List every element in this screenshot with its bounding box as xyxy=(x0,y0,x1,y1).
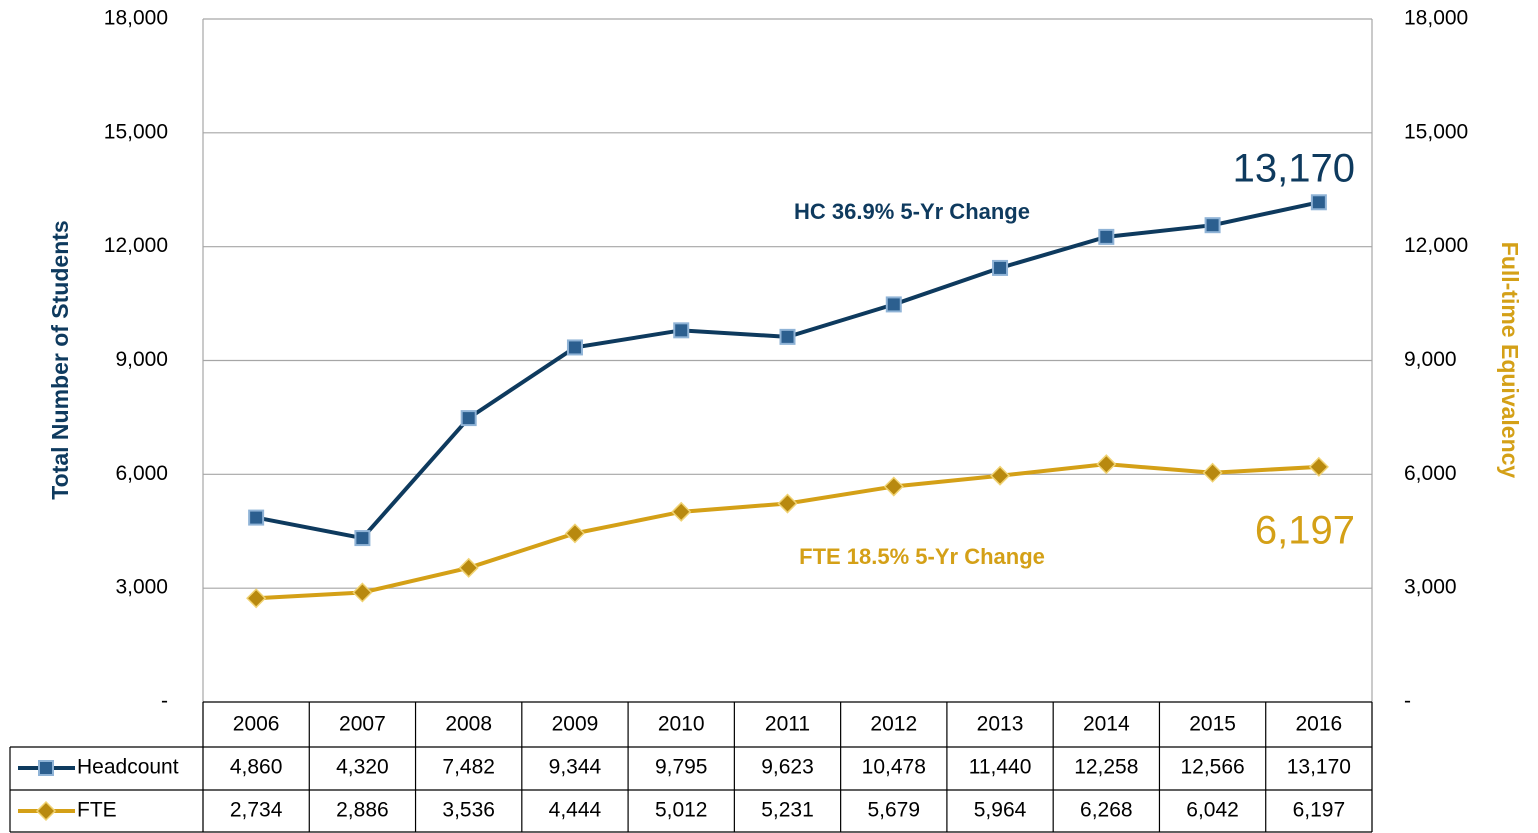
y-tick-label: 3,000 xyxy=(115,576,168,599)
legend-label: FTE xyxy=(77,799,117,822)
table-value: 3,536 xyxy=(442,799,495,822)
marker xyxy=(1310,194,1327,211)
table-value: 11,440 xyxy=(969,756,1032,779)
marker xyxy=(354,530,371,547)
annotation: HC 36.9% 5-Yr Change xyxy=(794,199,1030,224)
table-value: 2,886 xyxy=(336,799,389,822)
table-value: 6,042 xyxy=(1186,799,1239,822)
marker xyxy=(1096,454,1117,475)
table-value: 9,795 xyxy=(655,756,708,779)
marker xyxy=(1308,456,1329,477)
marker xyxy=(673,322,690,339)
marker xyxy=(883,476,904,497)
series-line xyxy=(255,200,1320,541)
y2-tick-label: 6,000 xyxy=(1404,462,1457,485)
marker xyxy=(777,493,798,514)
marker xyxy=(246,588,267,609)
x-tick-label: 2011 xyxy=(765,713,810,736)
y2-axis-label: Full-time Equivalency xyxy=(1497,242,1523,479)
marker xyxy=(989,465,1011,486)
x-tick-label: 2010 xyxy=(658,713,705,736)
marker xyxy=(1202,462,1223,483)
x-tick-label: 2008 xyxy=(445,713,492,736)
table-value: 6,268 xyxy=(1080,799,1133,822)
marker xyxy=(779,328,796,345)
marker xyxy=(460,410,477,427)
legend-marker xyxy=(35,800,57,822)
y-tick-label: 18,000 xyxy=(104,7,168,30)
marker xyxy=(248,509,265,526)
y2-tick-label: 18,000 xyxy=(1404,7,1468,30)
table-value: 10,478 xyxy=(862,756,926,779)
table-value: 4,320 xyxy=(336,756,389,779)
table-value: 9,344 xyxy=(549,756,602,779)
marker xyxy=(352,582,373,603)
marker xyxy=(566,339,583,356)
y2-tick-label: 3,000 xyxy=(1404,576,1457,599)
y-axis-label: Total Number of Students xyxy=(47,220,73,499)
marker xyxy=(458,557,479,578)
y2-tick-label: 12,000 xyxy=(1404,234,1468,257)
x-tick-label: 2014 xyxy=(1083,713,1130,736)
x-tick-label: 2012 xyxy=(870,713,917,736)
y-tick-label: 6,000 xyxy=(115,462,168,485)
table-value: 5,012 xyxy=(655,799,708,822)
legend-label: Headcount xyxy=(77,756,179,779)
marker xyxy=(1098,228,1115,245)
x-tick-label: 2009 xyxy=(552,713,599,736)
y2-tick-label: - xyxy=(1404,690,1411,713)
legend-marker xyxy=(38,760,54,776)
x-tick-label: 2016 xyxy=(1296,713,1343,736)
table-value: 4,444 xyxy=(549,799,602,822)
y2-tick-label: 15,000 xyxy=(1404,120,1468,143)
table-value: 12,566 xyxy=(1180,756,1244,779)
annotation: 6,197 xyxy=(1255,509,1355,553)
table-value: 5,964 xyxy=(974,799,1027,822)
y-tick-label: 9,000 xyxy=(115,348,168,371)
annotation: 13,170 xyxy=(1233,147,1355,191)
table-value: 9,623 xyxy=(761,756,814,779)
marker xyxy=(671,501,692,522)
x-tick-label: 2013 xyxy=(977,713,1024,736)
table-value: 7,482 xyxy=(442,756,495,779)
marker xyxy=(885,296,902,313)
annotation: FTE 18.5% 5-Yr Change xyxy=(799,544,1045,569)
table-value: 12,258 xyxy=(1074,756,1138,779)
table-value: 5,231 xyxy=(761,799,814,822)
series-line xyxy=(256,462,1319,601)
marker xyxy=(564,523,586,544)
table-value: 6,197 xyxy=(1293,799,1346,822)
table-value: 13,170 xyxy=(1287,756,1351,779)
y-tick-label: 15,000 xyxy=(104,120,168,143)
table-value: 4,860 xyxy=(230,756,283,779)
table-value: 2,734 xyxy=(230,799,283,822)
marker xyxy=(992,259,1009,276)
x-tick-label: 2006 xyxy=(233,713,280,736)
table-value: 5,679 xyxy=(867,799,920,822)
y2-tick-label: 9,000 xyxy=(1404,348,1457,371)
y-tick-label: - xyxy=(161,690,168,713)
y-tick-label: 12,000 xyxy=(104,234,168,257)
x-tick-label: 2015 xyxy=(1189,713,1236,736)
marker xyxy=(1204,217,1221,234)
x-tick-label: 2007 xyxy=(339,713,386,736)
